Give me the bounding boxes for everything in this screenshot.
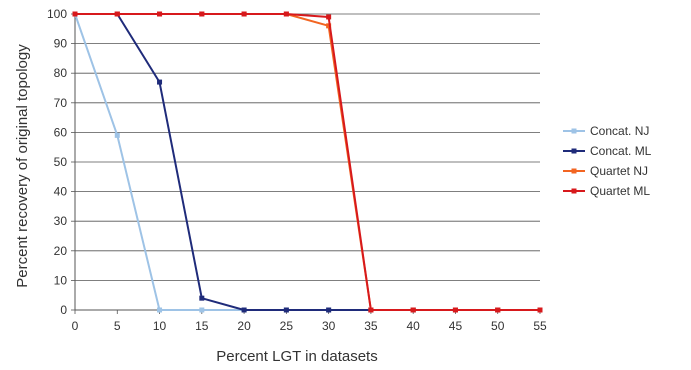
data-point-quartet-ml	[114, 11, 120, 17]
data-point-quartet-ml	[241, 11, 247, 17]
data-point-quartet-ml	[283, 11, 289, 17]
data-point-concat-nj	[157, 307, 163, 313]
legend: Concat. NJ Concat. ML Quartet NJ Quartet ML	[563, 124, 652, 198]
x-tick-label: 55	[533, 319, 547, 333]
y-tick-label: 90	[54, 37, 68, 51]
y-tick-label: 80	[54, 66, 68, 80]
y-tick-label: 60	[54, 125, 68, 139]
x-tick-label: 20	[237, 319, 251, 333]
data-point-concat-ml	[283, 307, 289, 313]
data-point-quartet-ml	[495, 307, 501, 313]
legend-label-quartet-ml: Quartet ML	[590, 184, 650, 198]
data-point-quartet-ml	[157, 11, 163, 17]
data-point-concat-ml	[157, 79, 163, 85]
y-tick-label: 40	[54, 185, 68, 199]
y-tick-label: 50	[54, 155, 68, 169]
data-point-quartet-nj	[326, 23, 332, 29]
x-tick-label: 45	[449, 319, 463, 333]
legend-marker-concat-ml	[571, 148, 577, 154]
data-point-concat-ml	[241, 307, 247, 313]
data-point-quartet-ml	[326, 14, 332, 20]
x-tick-label: 40	[407, 319, 421, 333]
data-point-quartet-ml	[199, 11, 205, 17]
grid-lines	[75, 13, 540, 281]
x-tick-label: 0	[72, 319, 79, 333]
x-tick-label: 25	[280, 319, 294, 333]
x-tick-label: 15	[195, 319, 209, 333]
legend-label-concat-ml: Concat. ML	[590, 144, 652, 158]
data-point-quartet-ml	[72, 11, 78, 17]
x-tick-label: 5	[114, 319, 121, 333]
x-tick-label: 50	[491, 319, 505, 333]
data-point-concat-nj	[199, 307, 205, 313]
data-point-concat-ml	[199, 295, 205, 301]
series-group	[72, 11, 543, 313]
y-tick-label: 30	[54, 214, 68, 228]
y-tick-label: 0	[60, 303, 67, 317]
series-line-quartet-ml	[75, 13, 540, 311]
y-tick-label: 100	[47, 7, 67, 21]
tick-labels: 0 10 20 30 40 50 60 70 80 90 100 0 5 10 15 20 25 30 35 40 45…	[47, 7, 547, 333]
x-tick-label: 10	[153, 319, 167, 333]
y-tick-label: 20	[54, 244, 68, 258]
x-tick-label: 35	[364, 319, 378, 333]
x-axis-label: Percent LGT in datasets	[216, 348, 377, 365]
data-point-quartet-ml	[452, 307, 458, 313]
y-tick-label: 70	[54, 96, 68, 110]
legend-label-concat-nj: Concat. NJ	[590, 124, 649, 138]
legend-marker-quartet-ml	[571, 188, 577, 194]
legend-marker-quartet-nj	[571, 168, 577, 174]
data-point-quartet-ml	[410, 307, 416, 313]
legend-marker-concat-nj	[571, 128, 577, 134]
y-tick-label: 10	[54, 273, 68, 287]
y-axis-label: Percent recovery of original topology	[14, 44, 31, 288]
legend-label-quartet-nj: Quartet NJ	[590, 164, 648, 178]
data-point-quartet-ml	[537, 307, 543, 313]
x-tick-label: 30	[322, 319, 336, 333]
data-point-concat-nj	[114, 132, 120, 138]
data-point-concat-ml	[326, 307, 332, 313]
axes	[71, 13, 541, 314]
data-point-quartet-ml	[368, 307, 374, 313]
